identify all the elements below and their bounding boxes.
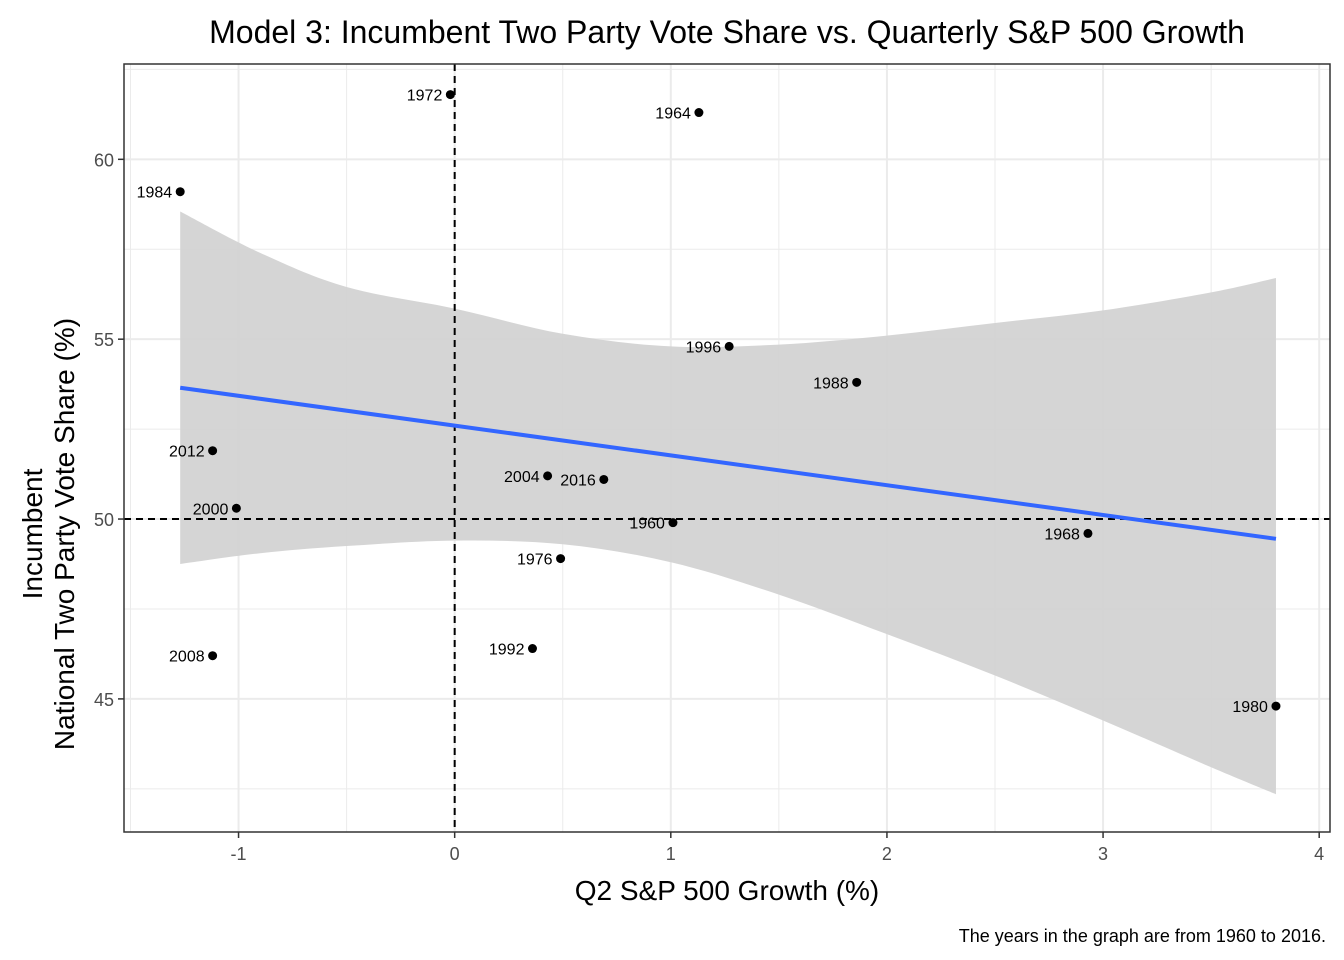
x-axis-title: Q2 S&P 500 Growth (%) [575, 875, 880, 906]
y-tick-label: 45 [94, 690, 114, 710]
point-label: 1984 [137, 185, 173, 202]
y-tick-label: 55 [94, 330, 114, 350]
y-tick-label: 50 [94, 510, 114, 530]
y-axis-title-line-2: National Two Party Vote Share (%) [49, 318, 80, 750]
data-point [668, 518, 678, 528]
y-tick-label: 60 [94, 150, 114, 170]
data-point [208, 446, 218, 456]
point-label: 1992 [489, 642, 525, 659]
y-axis-ticks: 45 50 55 60 [94, 150, 124, 710]
panel-border [123, 63, 1331, 833]
point-label: 2008 [169, 649, 205, 666]
confidence-band [180, 211, 1276, 795]
x-tick-label: 4 [1314, 844, 1324, 864]
point-label: 2012 [169, 444, 205, 461]
point-label: 2004 [504, 469, 540, 486]
point-label: 1972 [407, 88, 443, 105]
point-label: 1968 [1044, 526, 1080, 543]
regression-line [179, 385, 1277, 541]
point-label: 1980 [1232, 699, 1268, 716]
x-tick-label: 3 [1098, 844, 1108, 864]
point-label: 1996 [686, 339, 722, 356]
data-point [852, 377, 862, 387]
data-point [1083, 528, 1093, 538]
data-point [208, 651, 218, 661]
y-axis-title-line-1: Incumbent [17, 468, 48, 599]
chart-caption: The years in the graph are from 1960 to … [959, 926, 1326, 946]
data-point [543, 471, 553, 481]
x-axis-ticks: -1 0 1 2 3 4 [231, 832, 1324, 864]
point-label: 1964 [655, 106, 691, 123]
data-points: 1960 1964 1968 1972 1976 1980 1984 1988 1992 1996… [137, 88, 1281, 716]
data-point [694, 108, 704, 118]
point-label: 2000 [193, 501, 229, 518]
point-label: 1976 [517, 552, 553, 569]
point-label: 2016 [560, 472, 596, 489]
data-point [527, 644, 537, 654]
x-tick-label: 1 [666, 844, 676, 864]
point-label: 1988 [813, 375, 849, 392]
data-point [556, 554, 566, 564]
x-tick-label: -1 [231, 844, 247, 864]
data-point [445, 90, 455, 100]
x-tick-label: 2 [882, 844, 892, 864]
x-tick-label: 0 [450, 844, 460, 864]
data-point [599, 474, 609, 484]
data-point [231, 503, 241, 513]
data-point [1271, 701, 1281, 711]
chart-title: Model 3: Incumbent Two Party Vote Share … [209, 14, 1245, 50]
data-point [724, 341, 734, 351]
point-label: 1960 [629, 516, 665, 533]
data-point [175, 187, 185, 197]
